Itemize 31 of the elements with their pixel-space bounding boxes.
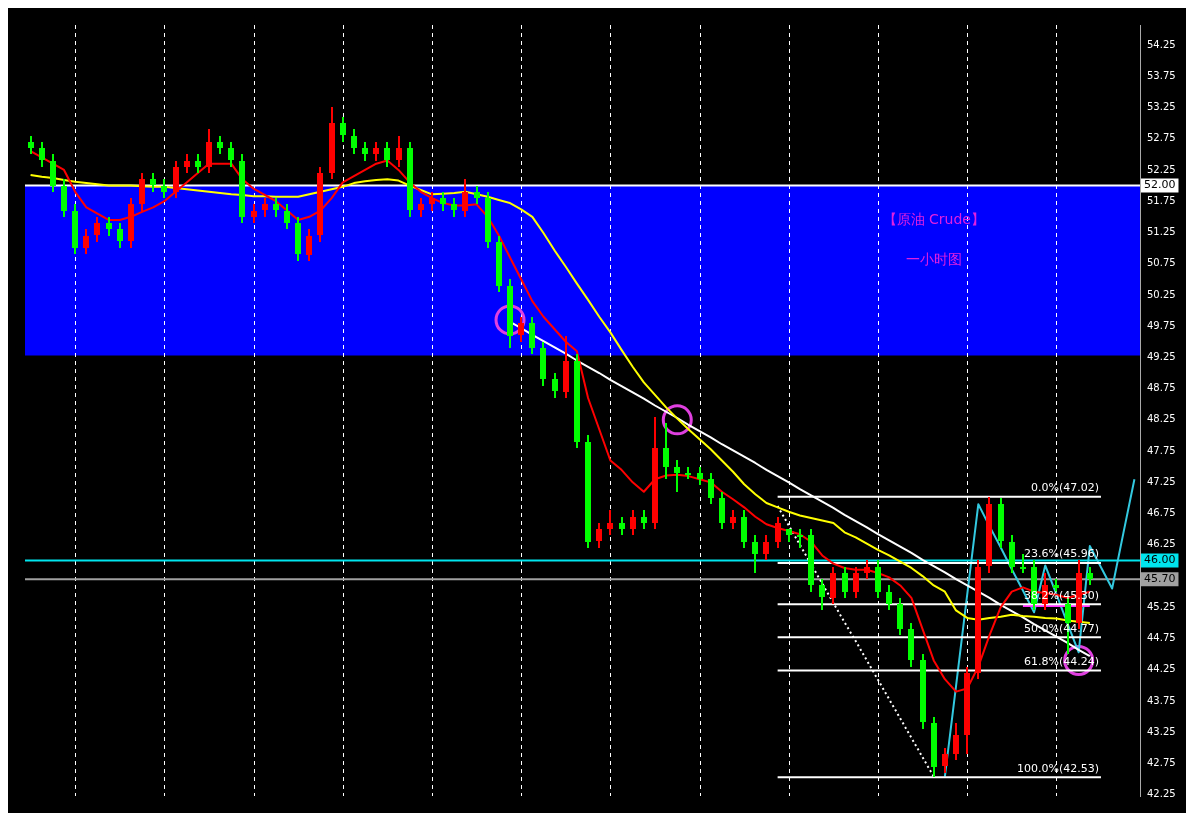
y-tick-label: 50.25 bbox=[1147, 288, 1176, 300]
series-label: 0.0%(47.02) bbox=[1030, 481, 1099, 495]
y-tick-label: 50.75 bbox=[1147, 257, 1176, 269]
y-tick-label: 44.75 bbox=[1147, 632, 1176, 644]
ref-line-label: 46.00 bbox=[1144, 553, 1176, 567]
y-tick-label: 53.75 bbox=[1147, 69, 1176, 81]
text: 一小时图 bbox=[905, 250, 962, 267]
y-tick-label: 46.25 bbox=[1147, 538, 1176, 550]
y-tick-label: 53.25 bbox=[1147, 101, 1176, 113]
y-tick-label: 43.75 bbox=[1147, 694, 1176, 706]
y-tick-label: 42.75 bbox=[1147, 757, 1176, 769]
y-tick-label: 44.25 bbox=[1147, 663, 1176, 675]
ref-line-label: 45.70 bbox=[1144, 572, 1176, 586]
y-tick-label: 48.75 bbox=[1147, 382, 1176, 394]
series-label: 100.0%(42.53) bbox=[1016, 761, 1099, 775]
y-tick-label: 47.75 bbox=[1147, 444, 1176, 456]
y-tick-label: 45.25 bbox=[1147, 600, 1176, 612]
y-tick-label: 47.25 bbox=[1147, 475, 1176, 487]
y-tick-label: 51.25 bbox=[1147, 226, 1176, 238]
y-tick-label: 48.25 bbox=[1147, 413, 1176, 425]
y-tick-label: 51.75 bbox=[1147, 194, 1176, 206]
y-tick-label: 49.25 bbox=[1147, 350, 1176, 362]
y-tick-label: 49.75 bbox=[1147, 319, 1176, 331]
y-tick-label: 43.25 bbox=[1147, 725, 1176, 737]
y-tick-label: 52.25 bbox=[1147, 163, 1176, 175]
y-tick-label: 52.75 bbox=[1147, 132, 1176, 144]
y-tick-label: 46.75 bbox=[1147, 507, 1176, 519]
y-tick-label: 42.25 bbox=[1147, 788, 1176, 800]
text: 【原油 Crude】 bbox=[882, 210, 985, 227]
y-tick-label: 54.25 bbox=[1147, 38, 1176, 50]
ref-line-label: 52.00 bbox=[1144, 178, 1176, 192]
